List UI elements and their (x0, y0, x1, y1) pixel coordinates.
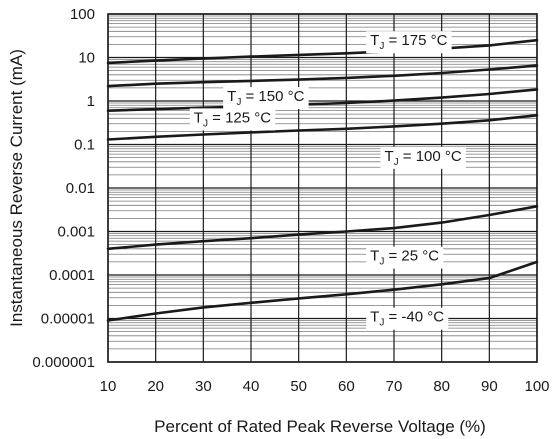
x-tick-label: 40 (243, 378, 260, 395)
x-tick-label: 100 (524, 378, 549, 395)
curve-label: TJ = 100 °C (384, 148, 461, 168)
curve-series-0 (106, 38, 539, 65)
curve-labels: TJ = 175 °C TJ = 150 °CTJ = 125 °C TJ = 10… (189, 31, 466, 330)
y-tick-label: 100 (70, 6, 95, 23)
curve-label-bg (380, 146, 466, 169)
curve-series-2 (106, 88, 539, 112)
y-tick-label: 0.000001 (32, 354, 95, 371)
x-tick-label: 50 (290, 378, 307, 395)
x-tick-label: 90 (481, 378, 498, 395)
plot-frame (107, 13, 538, 363)
curve-lines (106, 38, 539, 322)
x-tick-label: 10 (100, 378, 117, 395)
y-tick-label: 1 (87, 93, 95, 110)
y-tick-labels: 100 10 1 0.1 0.01 0.001 0.0001 0.00001 0.000001 (32, 6, 95, 371)
curve-series-4 (106, 205, 539, 251)
y-tick-label: 0.1 (74, 137, 95, 154)
curve-series-3 (106, 114, 539, 141)
x-tick-label: 20 (147, 378, 164, 395)
curve-series-5 (106, 260, 539, 322)
x-tick-label: 30 (195, 378, 212, 395)
x-tick-label: 60 (338, 378, 355, 395)
curve-label-bg (366, 307, 449, 330)
curve-label-bg (366, 246, 444, 269)
x-axis-title: Percent of Rated Peak Reverse Voltage (%… (154, 417, 486, 436)
curve-label: TJ = 150 °C (227, 88, 304, 108)
x-tick-label: 80 (433, 378, 450, 395)
curve-label: TJ = 25 °C (370, 248, 439, 268)
curve-series-1 (106, 64, 539, 88)
curve-label: TJ = -40 °C (370, 309, 444, 329)
minor-gridlines (108, 15, 537, 350)
y-tick-label: 0.001 (57, 224, 95, 241)
curve-label: TJ = 175 °C (370, 32, 447, 52)
curve-label: TJ = 125 °C (194, 109, 271, 129)
y-tick-label: 0.00001 (41, 311, 95, 328)
x-tick-label: 70 (386, 378, 403, 395)
curve-label-bg (189, 108, 276, 131)
y-tick-label: 10 (78, 50, 95, 67)
y-tick-label: 0.0001 (49, 267, 95, 284)
curve-label-bg (366, 31, 452, 54)
major-gridlines (107, 13, 538, 363)
x-tick-labels: 10 20 30 40 50 60 70 80 90 100 (100, 378, 550, 395)
y-tick-label: 0.01 (66, 180, 95, 197)
curve-label-bg (223, 87, 309, 110)
y-axis-title: Instantaneous Reverse Current (mA) (7, 49, 26, 327)
